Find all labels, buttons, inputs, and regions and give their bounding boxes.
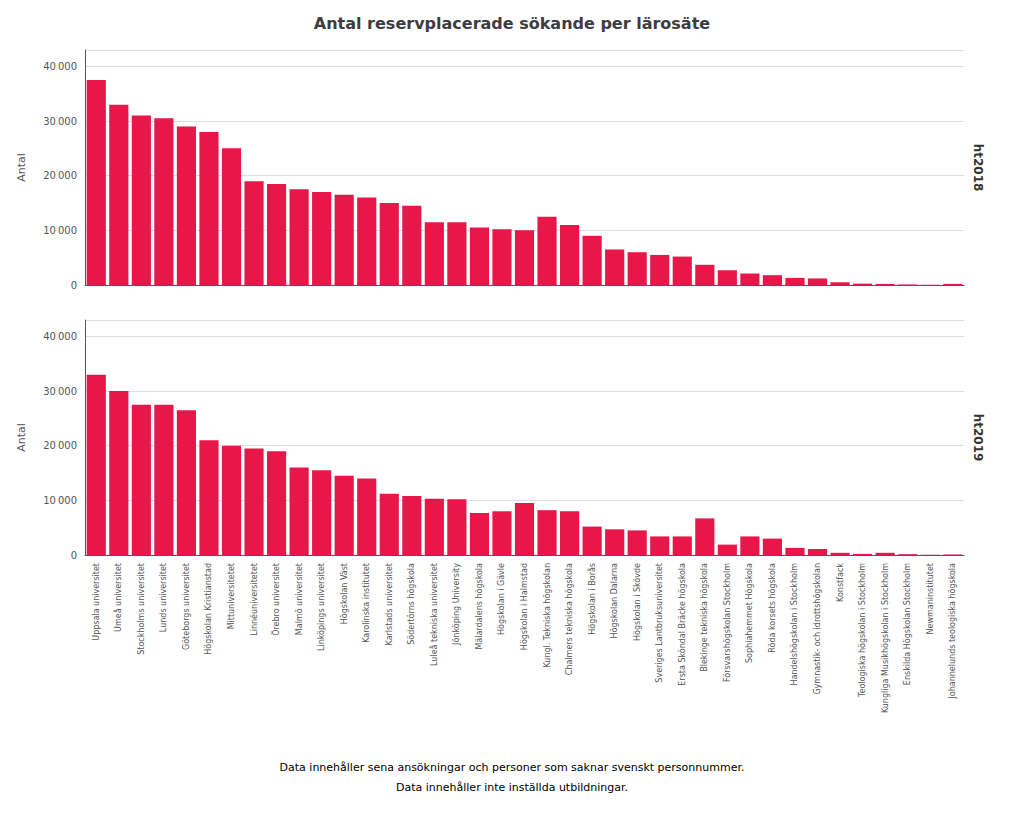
- svg-text:ht2019: ht2019: [971, 414, 985, 462]
- svg-text:Karlstads universitet: Karlstads universitet: [385, 563, 394, 645]
- svg-text:10 000: 10 000: [43, 495, 77, 506]
- svg-text:Konstfack: Konstfack: [836, 563, 845, 602]
- svg-text:Högskolan i Halmstad: Högskolan i Halmstad: [520, 563, 529, 650]
- svg-text:Göteborgs universitet: Göteborgs universitet: [182, 563, 191, 650]
- svg-text:0: 0: [71, 550, 77, 561]
- svg-text:Södertörns högskola: Södertörns högskola: [407, 563, 416, 645]
- svg-text:Linnéuniversitetet: Linnéuniversitetet: [249, 563, 259, 636]
- svg-text:Umeå universitet: Umeå universitet: [113, 563, 123, 632]
- svg-text:Chalmers tekniska högskola: Chalmers tekniska högskola: [565, 563, 574, 675]
- svg-text:Mittuniversitetet: Mittuniversitetet: [227, 563, 236, 629]
- svg-text:Data innehåller sena ansökning: Data innehåller sena ansökningar och per…: [280, 761, 745, 774]
- svg-text:Sveriges Lantbruksuniversitet: Sveriges Lantbruksuniversitet: [655, 563, 664, 683]
- svg-text:Högskolan i Skövde: Högskolan i Skövde: [633, 563, 642, 641]
- svg-text:Högskolan i Borås: Högskolan i Borås: [587, 563, 597, 635]
- svg-text:Handelshögskolan i Stockholm: Handelshögskolan i Stockholm: [790, 563, 799, 686]
- svg-text:Försvarshögskolan Stockholm: Försvarshögskolan Stockholm: [723, 563, 732, 682]
- svg-text:Gymnastik- och idrottshögskola: Gymnastik- och idrottshögskolan: [813, 563, 822, 695]
- svg-text:20 000: 20 000: [43, 170, 77, 181]
- svg-text:Data innehåller inte inställda: Data innehåller inte inställda utbildnin…: [396, 781, 628, 794]
- svg-text:10 000: 10 000: [43, 225, 77, 236]
- svg-text:30 000: 30 000: [43, 386, 77, 397]
- svg-text:Kungliga Musikhögskolan i Stoc: Kungliga Musikhögskolan i Stockholm: [881, 563, 890, 713]
- svg-text:Blekinge tekniska högskola: Blekinge tekniska högskola: [700, 563, 709, 672]
- svg-text:40 000: 40 000: [43, 331, 77, 342]
- svg-text:Karolinska institutet: Karolinska institutet: [362, 563, 371, 643]
- svg-text:Kungl. Tekniska högskolan: Kungl. Tekniska högskolan: [543, 563, 552, 668]
- svg-text:Högskolan Dalarna: Högskolan Dalarna: [610, 563, 619, 639]
- svg-text:Luleå tekniska universitet: Luleå tekniska universitet: [429, 563, 439, 666]
- svg-text:Antal reservplacerade sökande: Antal reservplacerade sökande per lärosä…: [314, 14, 710, 33]
- svg-text:30 000: 30 000: [43, 116, 77, 127]
- svg-text:Högskolan i Gävle: Högskolan i Gävle: [497, 563, 506, 635]
- svg-text:Teologiska högskolan i Stockho: Teologiska högskolan i Stockholm: [858, 563, 867, 698]
- svg-text:Antal: Antal: [15, 423, 28, 452]
- svg-text:Uppsala universitet: Uppsala universitet: [92, 563, 101, 641]
- svg-text:Örebro universitet: Örebro universitet: [271, 563, 281, 636]
- svg-text:Johannelunds teologiska högsko: Johannelunds teologiska högskola: [948, 563, 957, 700]
- svg-text:Linköpings universitet: Linköpings universitet: [317, 563, 326, 651]
- svg-text:ht2018: ht2018: [971, 144, 985, 192]
- svg-text:Sophiahemmet Högskola: Sophiahemmet Högskola: [745, 563, 754, 663]
- svg-text:0: 0: [71, 280, 77, 291]
- svg-text:Jönköping University: Jönköping University: [452, 563, 461, 646]
- svg-text:Ersta Sköndal Bräcke högskola: Ersta Sköndal Bräcke högskola: [678, 563, 687, 686]
- svg-text:Stockholms universitet: Stockholms universitet: [137, 563, 146, 655]
- svg-text:Antal: Antal: [15, 153, 28, 182]
- svg-text:Mälardalens högskola: Mälardalens högskola: [475, 563, 484, 650]
- svg-text:Enskilda Högskolan Stockholm: Enskilda Högskolan Stockholm: [903, 563, 912, 685]
- svg-text:Malmö universitet: Malmö universitet: [295, 563, 304, 635]
- svg-text:Röda korsets högskola: Röda korsets högskola: [768, 563, 777, 653]
- svg-text:Lunds universitet: Lunds universitet: [159, 563, 168, 632]
- svg-text:40 000: 40 000: [43, 61, 77, 72]
- svg-text:20 000: 20 000: [43, 440, 77, 451]
- svg-text:Newmaninstitutet: Newmaninstitutet: [926, 563, 935, 634]
- svg-text:Högskolan Väst: Högskolan Väst: [340, 563, 349, 624]
- svg-text:Högskolan Kristianstad: Högskolan Kristianstad: [204, 563, 213, 655]
